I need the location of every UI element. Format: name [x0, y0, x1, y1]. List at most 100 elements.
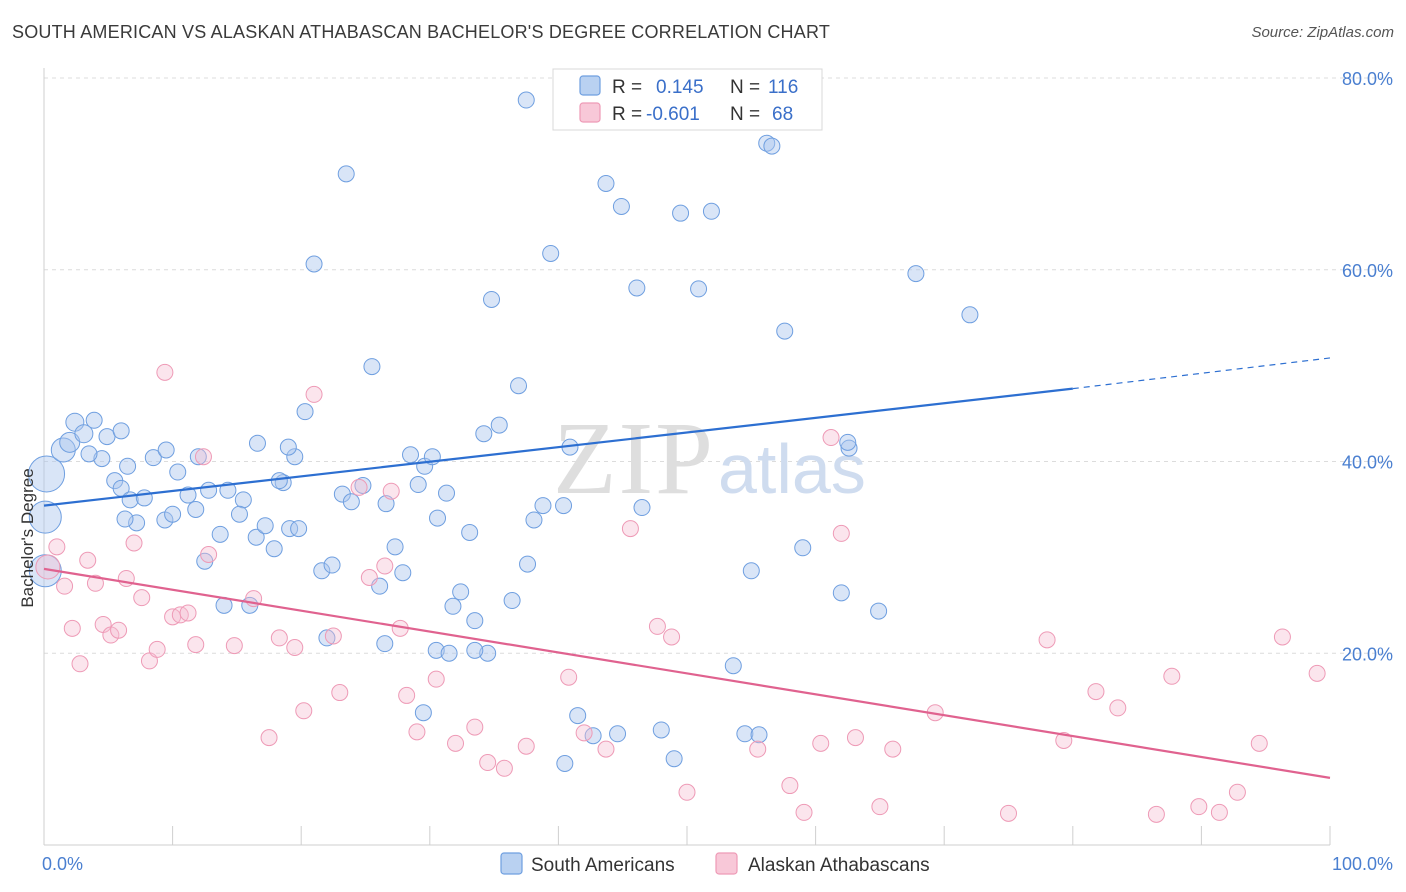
point-south-american-106	[440, 644, 458, 662]
point-south-american-56	[452, 583, 470, 601]
point-alaskan-athabascan-41	[479, 754, 497, 772]
point-south-american-102	[189, 448, 207, 466]
point-south-american-68	[555, 497, 573, 515]
point-alaskan-athabascan-15	[156, 363, 174, 381]
point-alaskan-athabascan-48	[648, 617, 666, 635]
point-alaskan-athabascan-36	[398, 686, 416, 704]
point-south-american-50	[409, 476, 427, 494]
series-legend: South Americans Alaskan Athabascans	[500, 852, 930, 876]
point-south-american-48	[394, 564, 412, 582]
point-alaskan-athabascan-5	[79, 551, 97, 569]
point-alaskan-athabascan-58	[871, 798, 889, 816]
point-south-american-21	[179, 486, 197, 504]
point-south-american-98	[961, 306, 979, 324]
point-alaskan-athabascan-42	[495, 759, 513, 777]
point-south-american-76	[665, 750, 683, 768]
point-alaskan-athabascan-37	[408, 723, 426, 741]
point-alaskan-athabascan-2	[56, 577, 74, 595]
point-alaskan-athabascan-34	[382, 482, 400, 500]
point-south-american-92	[517, 91, 535, 109]
point-south-american-107	[466, 641, 484, 659]
point-south-american-112	[248, 434, 266, 452]
point-alaskan-athabascan-25	[270, 629, 288, 647]
y-tick-label-2: 60.0%	[1342, 261, 1393, 281]
legend-n-value-2: 68	[772, 104, 793, 125]
point-south-american-70	[569, 707, 587, 725]
point-south-american-67	[542, 244, 560, 262]
point-south-american-0	[28, 455, 66, 493]
point-alaskan-athabascan-30	[331, 684, 349, 702]
point-south-american-88	[840, 439, 858, 457]
point-south-american-63	[510, 377, 528, 395]
point-alaskan-athabascan-43	[517, 737, 535, 755]
point-alaskan-athabascan-68	[1273, 628, 1291, 646]
point-south-american-47	[386, 538, 404, 556]
trend-lines	[43, 357, 1331, 779]
point-south-american-80	[724, 657, 742, 675]
point-south-american-35	[281, 520, 299, 538]
point-south-american-40	[323, 556, 341, 574]
point-south-american-39	[313, 562, 331, 580]
point-alaskan-athabascan-11	[125, 534, 143, 552]
point-south-american-72	[597, 174, 615, 192]
legend-swatch-pink	[579, 102, 601, 123]
point-south-american-110	[652, 721, 670, 739]
point-south-american-54	[438, 484, 456, 502]
point-south-american-113	[112, 422, 130, 440]
gridlines	[44, 77, 1393, 654]
point-south-american-28	[200, 481, 218, 499]
point-south-american-75	[633, 499, 651, 517]
point-alaskan-athabascan-38	[427, 670, 445, 688]
legend-n-value-1: 116	[768, 77, 798, 98]
watermark: ZIP atlas	[553, 401, 866, 516]
point-alaskan-athabascan-65	[1190, 798, 1208, 816]
point-alaskan-athabascan-69	[1308, 664, 1326, 682]
point-south-american-78	[690, 280, 708, 298]
point-alaskan-athabascan-6	[86, 574, 104, 592]
point-alaskan-athabascan-33	[376, 557, 394, 575]
point-south-american-33	[265, 540, 283, 558]
point-alaskan-athabascan-4	[71, 655, 89, 673]
y-tick-labels: 20.0% 40.0% 60.0% 80.0%	[1342, 69, 1393, 664]
point-south-american-16	[135, 489, 153, 507]
point-south-american-42	[342, 493, 360, 511]
point-south-american-53	[429, 509, 447, 527]
point-alaskan-athabascan-19	[187, 636, 205, 654]
point-alaskan-athabascan-26	[286, 638, 304, 656]
point-south-american-27	[230, 505, 248, 523]
point-alaskan-athabascan-49	[663, 628, 681, 646]
point-south-american-77	[672, 204, 690, 222]
point-south-american-6	[74, 424, 94, 444]
legend-n-label-1: N =	[730, 77, 760, 98]
point-alaskan-athabascan-53	[795, 803, 813, 821]
point-alaskan-athabascan-14	[148, 640, 166, 658]
point-alaskan-athabascan-55	[822, 429, 840, 447]
point-south-american-101	[119, 457, 137, 475]
x-tick-label-0: 0.0%	[42, 854, 83, 874]
point-alaskan-athabascan-3	[63, 619, 81, 637]
point-south-american-8	[93, 450, 111, 468]
point-alaskan-athabascan-72	[1000, 804, 1017, 822]
point-south-american-85	[776, 322, 794, 340]
point-alaskan-athabascan-73	[884, 740, 902, 758]
point-alaskan-athabascan-21	[200, 545, 218, 563]
point-south-american-55	[444, 597, 462, 615]
point-south-american-31	[247, 528, 265, 546]
legend-n-label-2: N =	[730, 104, 760, 125]
point-alaskan-athabascan-52	[781, 777, 799, 795]
point-south-american-71	[584, 727, 602, 745]
point-south-american-60	[483, 290, 501, 308]
series-south-americans	[28, 91, 979, 773]
point-alaskan-athabascan-32	[360, 569, 378, 587]
point-south-american-49	[402, 446, 420, 464]
point-south-american-58	[466, 612, 484, 630]
point-alaskan-athabascan-56	[832, 524, 850, 542]
point-alaskan-athabascan-46	[597, 740, 615, 758]
bottom-legend-south-americans: South Americans	[531, 855, 675, 876]
point-south-american-64	[519, 555, 537, 573]
point-alaskan-athabascan-28	[305, 385, 323, 403]
chart-title: SOUTH AMERICAN VS ALASKAN ATHABASCAN BAC…	[12, 22, 831, 42]
point-alaskan-athabascan-47	[621, 520, 639, 538]
point-south-american-93	[750, 726, 768, 744]
point-south-american-73	[612, 197, 630, 215]
